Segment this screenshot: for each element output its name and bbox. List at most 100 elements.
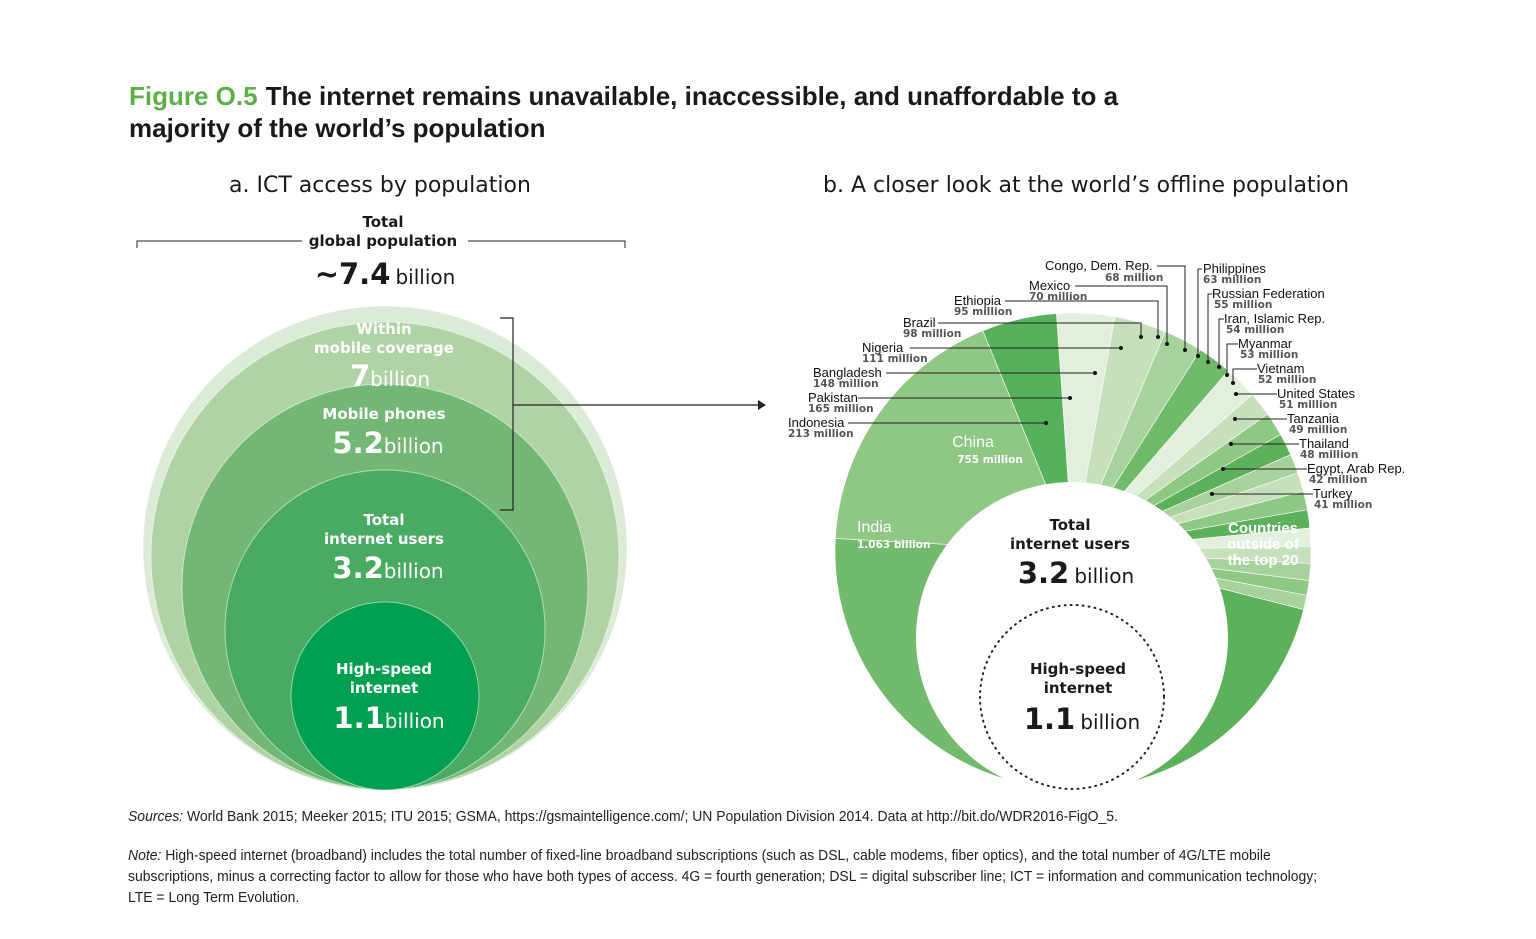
country-value-nigeria: 111 million [862, 353, 928, 365]
high-speed-circle [290, 601, 480, 791]
leader-dot-turkey [1210, 492, 1214, 496]
mobile-phones-label: Mobile phones [322, 405, 446, 423]
leader-iran-islamic-rep- [1218, 318, 1224, 367]
outside-top20-label: Countries outside of the top 20 [1227, 520, 1299, 569]
leader-dot-brazil [1139, 335, 1143, 339]
country-name-turkey: Turkey [1313, 486, 1353, 501]
total-population-label: Total global population [308, 213, 458, 250]
leader-dot-myanmar [1225, 373, 1229, 377]
sources-text: Sources: World Bank 2015; Meeker 2015; I… [128, 808, 1118, 825]
center-internet-users-label: Total internet users [1010, 516, 1130, 553]
country-value-ethiopia: 95 million [954, 306, 1013, 318]
country-value-pakistan: 165 million [808, 403, 874, 415]
leader-congo-dem-rep- [1157, 265, 1186, 350]
leader-dot-vietnam [1231, 381, 1235, 385]
panel-b-donut [834, 312, 1312, 794]
donut-center [916, 482, 1228, 794]
china-label: China [952, 434, 994, 451]
total-population-value: ~7.4 billion [314, 257, 456, 291]
country-name-brazil: Brazil [903, 315, 936, 330]
internet-users-value: 3.2billion [332, 551, 444, 585]
country-name-congo-dem-rep-: Congo, Dem. Rep. [1045, 258, 1153, 273]
dotted-high-speed-label: High-speed internet [1029, 660, 1127, 697]
country-value-thailand: 48 million [1300, 449, 1359, 461]
country-value-egypt-arab-rep-: 42 million [1309, 474, 1368, 486]
india-label: India [857, 519, 892, 536]
country-name-tanzania: Tanzania [1287, 411, 1340, 426]
country-name-philippines: Philippines [1203, 261, 1266, 276]
leader-dot-mexico [1165, 342, 1169, 346]
leader-myanmar [1226, 343, 1238, 375]
country-value-brazil: 98 million [903, 328, 962, 340]
country-value-congo-dem-rep-: 68 million [1105, 272, 1164, 284]
leader-dot-indonesia [1044, 421, 1048, 425]
country-value-united-states: 51 million [1279, 399, 1338, 411]
mobile-coverage-label: Within mobile coverage [314, 320, 454, 357]
high-speed-dotted-circle [979, 604, 1165, 790]
leader-russian-federation [1207, 293, 1212, 362]
figure-title-line1: The internet remains unavailable, inacce… [265, 81, 1119, 111]
leader-dot-nigeria [1119, 346, 1123, 350]
country-value-tanzania: 49 million [1289, 424, 1348, 436]
country-name-russian-federation: Russian Federation [1212, 286, 1325, 301]
leader-mexico [1075, 285, 1168, 344]
country-value-turkey: 41 million [1314, 499, 1373, 511]
offline-bracket [500, 317, 758, 511]
country-value-philippines: 63 million [1203, 274, 1262, 286]
high-speed-label: High-speed internet [335, 660, 433, 697]
india-value: 1.063 billion [857, 539, 931, 551]
country-value-mexico: 70 million [1029, 291, 1088, 303]
internet-users-label: Total internet users [324, 511, 444, 548]
leader-philippines [1197, 268, 1202, 356]
country-name-bangladesh: Bangladesh [813, 365, 882, 380]
country-name-indonesia: Indonesia [788, 415, 845, 430]
mobile-coverage-value: 7billion [349, 359, 431, 393]
country-name-vietnam: Vietnam [1257, 361, 1305, 376]
country-name-ethiopia: Ethiopia [954, 293, 1001, 308]
panel-a-title: a. ICT access by population [229, 173, 531, 198]
leader-ethiopia [1005, 300, 1159, 337]
leader-dot-congo-dem-rep- [1183, 348, 1187, 352]
country-name-nigeria: Nigeria [862, 340, 904, 355]
high-speed-value: 1.1billion [333, 701, 445, 735]
country-value-myanmar: 53 million [1240, 349, 1299, 361]
country-value-bangladesh: 148 million [813, 378, 879, 390]
country-value-indonesia: 213 million [788, 428, 854, 440]
figure-title: Figure O.5 The internet remains unavailab… [129, 80, 1118, 144]
center-internet-users-value: 3.2 billion [1017, 556, 1135, 590]
country-value-russian-federation: 55 million [1214, 299, 1273, 311]
leader-dot-pakistan [1068, 396, 1072, 400]
country-name-united-states: United States [1277, 386, 1356, 401]
country-name-myanmar: Myanmar [1238, 336, 1293, 351]
country-value-iran-islamic-rep-: 54 million [1226, 324, 1285, 336]
leader-dot-united-states [1234, 392, 1238, 396]
arrow-head-icon [758, 400, 766, 410]
country-name-iran-islamic-rep-: Iran, Islamic Rep. [1224, 311, 1326, 326]
leader-dot-ethiopia [1156, 335, 1160, 339]
leader-dot-tanzania [1233, 417, 1237, 421]
panel-b-title: b. A closer look at the world’s offline … [823, 173, 1350, 198]
leader-dot-bangladesh [1093, 371, 1097, 375]
leader-vietnam [1232, 368, 1257, 383]
country-name-mexico: Mexico [1029, 278, 1071, 293]
country-name-thailand: Thailand [1299, 436, 1349, 451]
leader-lines [848, 265, 1313, 496]
figure-label: Figure O.5 [129, 81, 258, 111]
country-name-egypt-arab-rep-: Egypt, Arab Rep. [1307, 461, 1406, 476]
leader-dot-thailand [1229, 442, 1233, 446]
total-bracket [136, 240, 626, 248]
dotted-high-speed-value: 1.1 billion [1023, 702, 1141, 736]
country-value-vietnam: 52 million [1258, 374, 1317, 386]
leader-dot-russian-federation [1206, 360, 1210, 364]
figure-title-line2: majority of the world’s population [129, 113, 546, 143]
leader-brazil [938, 322, 1142, 337]
note-text: Note: High-speed internet (broadband) in… [128, 847, 1318, 906]
leader-dot-iran-islamic-rep- [1217, 365, 1221, 369]
panel-a-circles [136, 240, 766, 791]
country-name-pakistan: Pakistan [808, 390, 858, 405]
leader-dot-egypt-arab-rep- [1221, 467, 1225, 471]
mobile-phones-value: 5.2billion [332, 426, 444, 460]
leader-dot-philippines [1196, 354, 1200, 358]
china-value: 755 million [957, 454, 1023, 466]
